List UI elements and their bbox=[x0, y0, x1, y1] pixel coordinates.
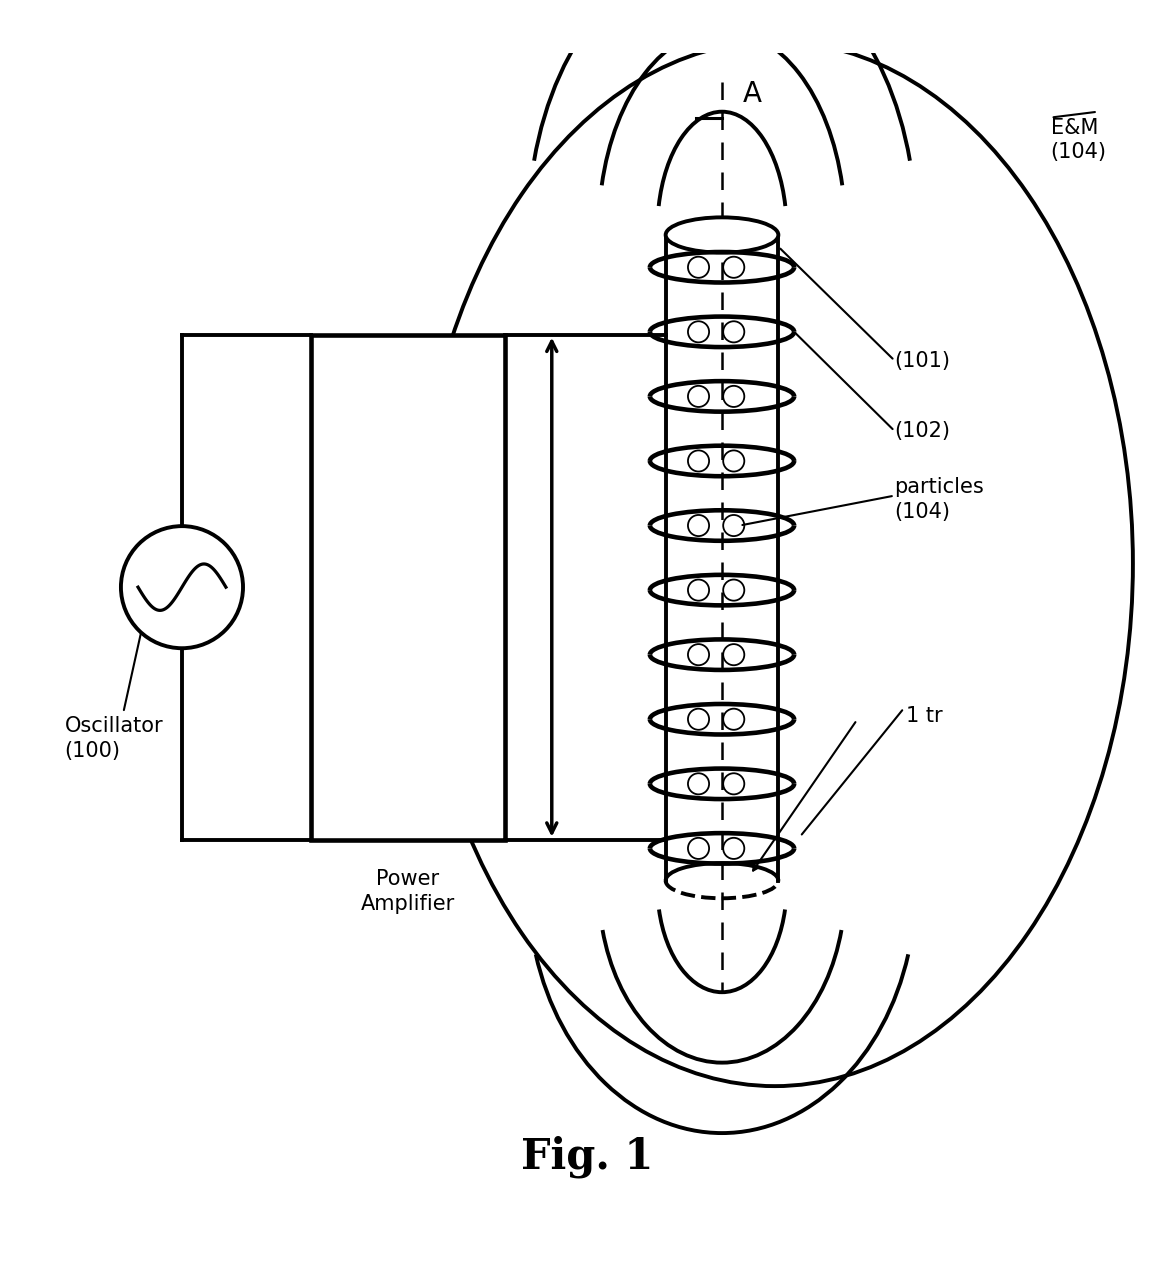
Text: E&M
(104): E&M (104) bbox=[1051, 118, 1107, 163]
Text: (102): (102) bbox=[895, 421, 951, 442]
Text: (101): (101) bbox=[895, 351, 951, 371]
Text: Oscillator
(100): Oscillator (100) bbox=[65, 717, 163, 762]
Ellipse shape bbox=[666, 218, 778, 252]
Text: Power
Amplifier: Power Amplifier bbox=[360, 869, 456, 914]
Text: 1 tr: 1 tr bbox=[906, 707, 943, 726]
Text: particles
(104): particles (104) bbox=[895, 476, 984, 521]
Text: A: A bbox=[743, 81, 762, 109]
Bar bbox=[666, 236, 778, 881]
Circle shape bbox=[121, 526, 243, 648]
Text: Fig. 1: Fig. 1 bbox=[521, 1135, 653, 1178]
Bar bbox=[311, 335, 505, 840]
Text: L (102): L (102) bbox=[390, 577, 464, 598]
